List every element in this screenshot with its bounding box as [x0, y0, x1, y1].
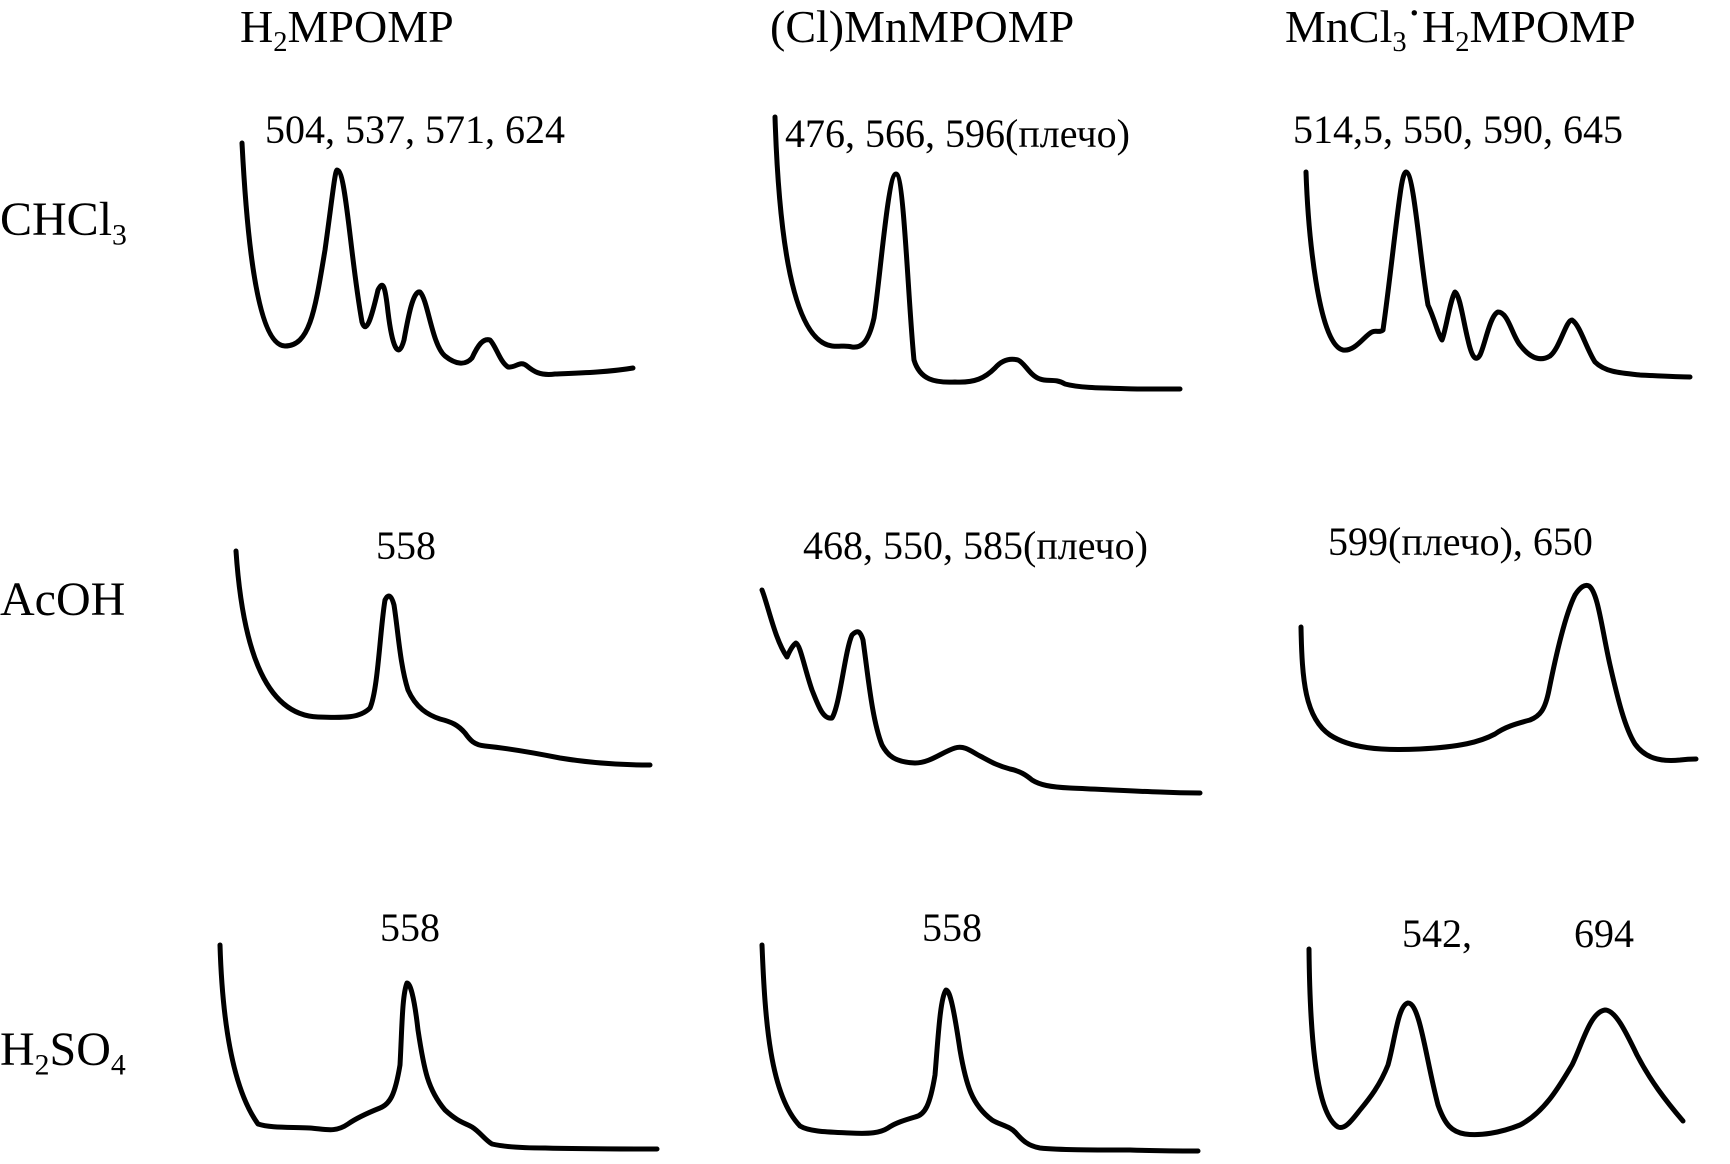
peak-label-chcl3-cl-mnmpomp: 476, 566, 596(плечо) — [785, 111, 1130, 156]
spectrum-chcl3-cl-mnmpomp — [772, 114, 1183, 392]
subscript: 3 — [112, 218, 127, 252]
peak-label-h2so4-mncl3-h2mpomp-2: 694 — [1574, 911, 1634, 956]
peak-label-chcl3-mncl3-h2mpomp: 514,5, 550, 590, 645 — [1293, 107, 1623, 152]
spectrum-chcl3-mncl3-h2mpomp — [1303, 169, 1693, 380]
heading-text: H — [0, 1023, 35, 1076]
spectrum-chcl3-h2mpomp — [239, 140, 636, 377]
heading-text: (Cl)MnMPOMP — [770, 1, 1075, 52]
heading-text: MnCl — [1285, 1, 1393, 52]
subscript: 2 — [34, 1048, 50, 1082]
spectrum-h2so4-h2mpomp — [217, 942, 660, 1152]
subscript: 3 — [1392, 27, 1407, 59]
middle-dot: · — [1406, 0, 1422, 38]
spectrum-acoh-cl-mnmpomp — [759, 587, 1203, 796]
heading-text: CHCl — [0, 193, 113, 246]
subscript: 2 — [1455, 27, 1470, 59]
peak-label-acoh-h2mpomp: 558 — [376, 523, 436, 568]
column-heading-h2mpomp: H2MPOMP — [240, 1, 454, 57]
spectrum-acoh-h2mpomp — [233, 548, 653, 768]
heading-text: H — [240, 1, 274, 52]
peak-label-h2so4-h2mpomp: 558 — [380, 905, 440, 950]
heading-text: H — [1421, 1, 1456, 52]
subscript: 2 — [273, 27, 288, 59]
peak-label-chcl3-h2mpomp: 504, 537, 571, 624 — [265, 107, 565, 152]
column-heading-mncl3-h2mpomp: MnCl3·H2MPOMP — [1285, 0, 1636, 57]
row-heading-acoh: AcOH — [0, 576, 125, 624]
peak-label-h2so4-cl-mnmpomp: 558 — [922, 905, 982, 950]
heading-text: MPOMP — [287, 1, 454, 52]
column-heading-cl-mnmpomp: (Cl)MnMPOMP — [770, 4, 1074, 50]
row-heading-h2so4: H2SO4 — [0, 1023, 126, 1080]
peak-label-acoh-mncl3-h2mpomp: 599(плечо), 650 — [1328, 519, 1593, 564]
subscript: 4 — [110, 1048, 126, 1082]
heading-text: AcOH — [0, 573, 126, 626]
spectrum-acoh-mncl3-h2mpomp — [1298, 582, 1699, 763]
spectrum-h2so4-cl-mnmpomp — [759, 942, 1201, 1154]
spectrum-h2so4-mncl3-h2mpomp — [1306, 946, 1686, 1138]
heading-text: MPOMP — [1469, 1, 1636, 52]
peak-label-h2so4-mncl3-h2mpomp-1: 542, — [1402, 911, 1472, 956]
peak-label-acoh-cl-mnmpomp: 468, 550, 585(плечо) — [803, 523, 1148, 568]
heading-text: SO — [49, 1023, 111, 1076]
row-heading-chcl3: CHCl3 — [0, 193, 127, 250]
